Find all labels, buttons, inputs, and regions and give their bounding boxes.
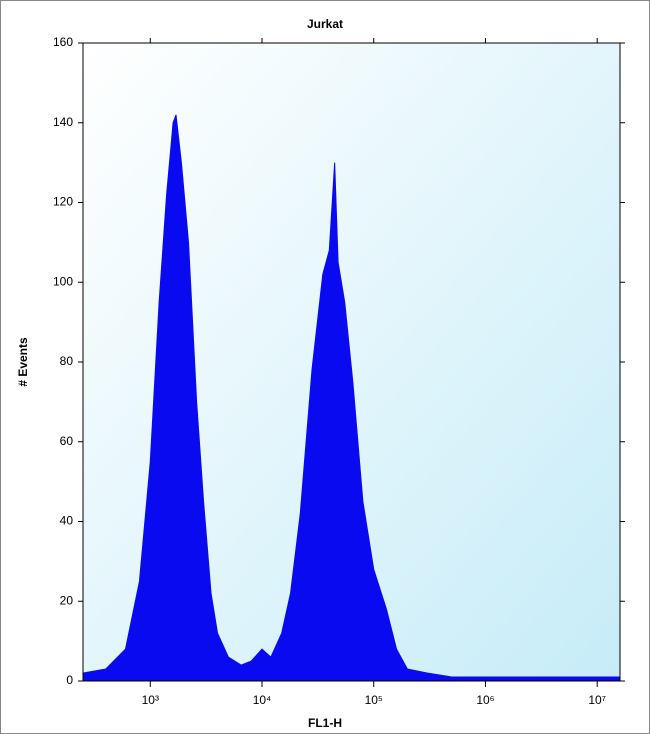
y-tick-label: 160 bbox=[53, 35, 73, 49]
y-tick-label: 40 bbox=[60, 514, 74, 528]
y-tick-label: 100 bbox=[53, 274, 73, 288]
x-tick-label: 10³ bbox=[142, 693, 159, 707]
y-tick-label: 20 bbox=[60, 593, 74, 607]
x-tick-label: 10⁵ bbox=[365, 693, 383, 707]
y-tick-label: 60 bbox=[60, 434, 74, 448]
x-axis-label: FL1-H bbox=[308, 716, 342, 730]
x-tick-label: 10⁷ bbox=[588, 693, 606, 707]
y-tick-label: 120 bbox=[53, 195, 73, 209]
x-tick-label: 10⁴ bbox=[253, 693, 272, 707]
histogram-area bbox=[82, 114, 621, 682]
chart-title: Jurkat bbox=[307, 17, 343, 31]
x-tick-label: 10⁶ bbox=[476, 693, 494, 707]
y-tick-label: 80 bbox=[60, 354, 74, 368]
y-tick-label: 140 bbox=[53, 115, 73, 129]
y-axis-label: # Events bbox=[16, 337, 30, 387]
y-tick-label: 0 bbox=[66, 673, 73, 687]
